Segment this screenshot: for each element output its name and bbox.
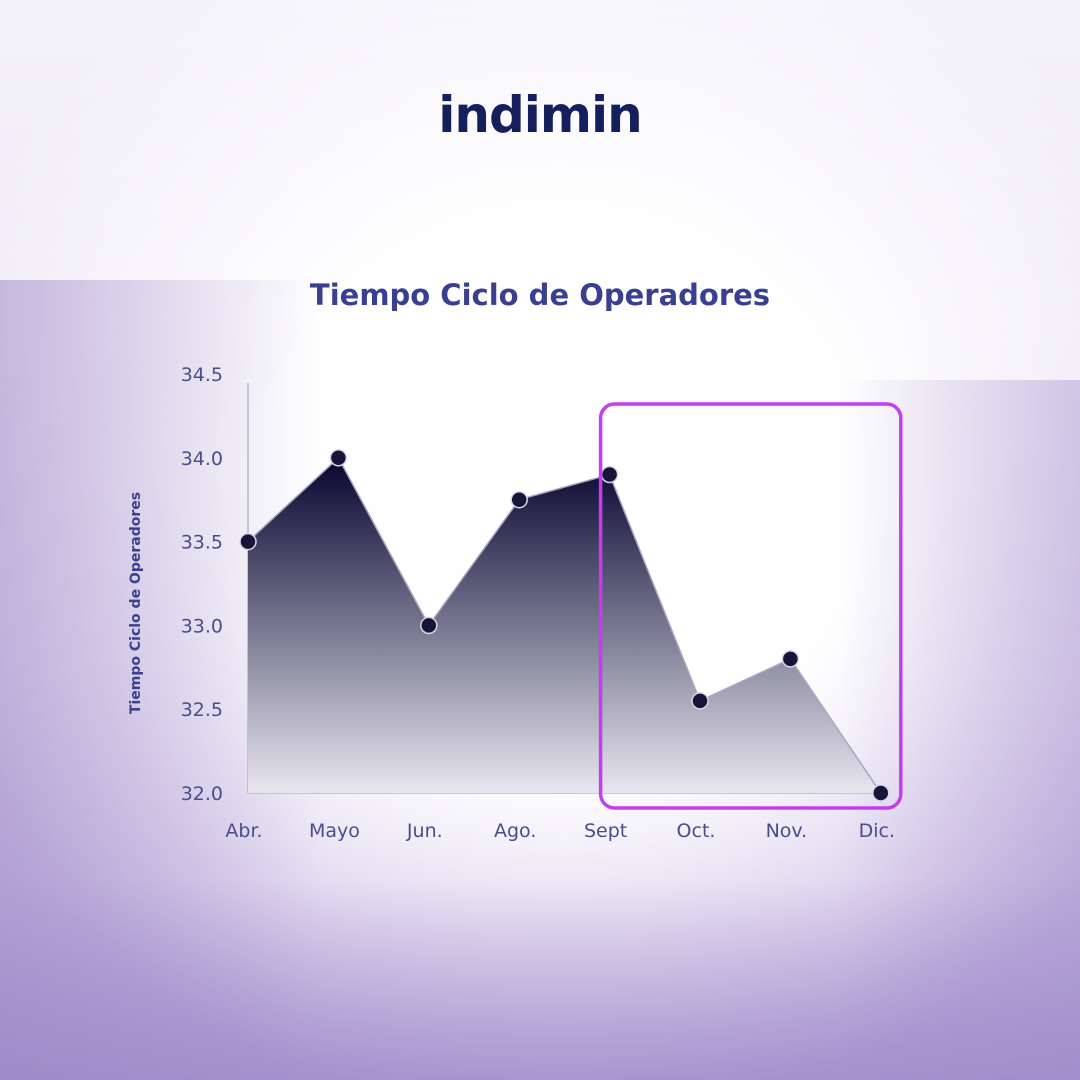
data-point (781, 650, 800, 668)
x-tick-label: Ago. (494, 820, 536, 842)
background-mine-bottom (0, 880, 1080, 1080)
highlight-box (598, 402, 903, 810)
area-fill (248, 457, 881, 793)
x-tick-label: Mayo (309, 820, 360, 842)
y-tick-label: 32.5 (181, 699, 223, 721)
data-point (420, 616, 438, 635)
x-tick-label: Jun. (406, 820, 443, 842)
data-point (872, 784, 890, 802)
x-tick-label: Dic. (859, 820, 895, 842)
y-tick-label: 33.0 (181, 615, 223, 637)
x-tick-label: Nov. (766, 820, 808, 842)
data-point (329, 449, 348, 467)
y-axis-label: Tiempo Ciclo de Operadores (128, 492, 144, 714)
data-point (510, 490, 528, 509)
y-tick-label: 33.5 (181, 532, 223, 554)
y-tick-label: 34.0 (181, 448, 223, 470)
series-line (247, 456, 882, 794)
data-point (239, 532, 257, 551)
y-tick-label: 32.0 (181, 783, 223, 805)
x-tick-label: Oct. (677, 820, 716, 842)
chart-title: Tiempo Ciclo de Operadores (309, 278, 771, 312)
data-point (600, 465, 619, 484)
brand-logo: indimin (438, 86, 643, 144)
data-point (691, 692, 709, 710)
x-tick-label: Abr. (225, 820, 262, 842)
y-tick-label: 34.5 (181, 364, 223, 386)
x-tick-label: Sept (584, 820, 627, 842)
